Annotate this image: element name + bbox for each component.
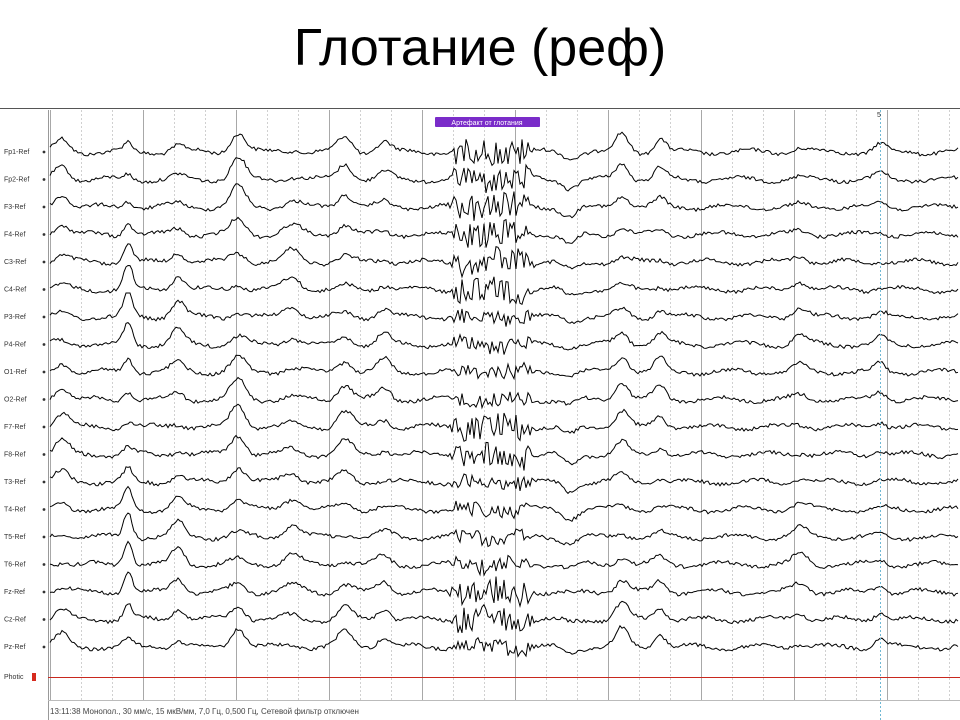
channel-label-dot xyxy=(42,178,46,181)
eeg-trace-t4-ref xyxy=(49,485,959,522)
eeg-trace-p4-ref xyxy=(49,322,959,355)
eeg-trace-f4-ref xyxy=(49,216,959,248)
eeg-trace-f3-ref xyxy=(49,183,959,221)
channel-label[interactable]: T4-Ref xyxy=(4,507,25,514)
channel-label[interactable]: T5-Ref xyxy=(4,534,25,541)
status-bar: 13:11:38 Монопол., 30 мм/с, 15 мкВ/мм, 7… xyxy=(48,700,960,716)
channel-label-dot xyxy=(42,398,46,401)
eeg-trace-t5-ref xyxy=(49,512,959,548)
eeg-trace-f7-ref xyxy=(49,403,959,442)
eeg-trace-fz-ref xyxy=(49,571,959,609)
channel-label-dot xyxy=(42,205,46,209)
eeg-trace-o1-ref xyxy=(49,354,959,381)
eeg-trace-t3-ref xyxy=(49,466,959,495)
channel-label-dot xyxy=(42,535,46,539)
photic-indicator xyxy=(32,673,36,681)
channel-label[interactable]: Cz-Ref xyxy=(4,617,26,624)
channel-label[interactable]: P3-Ref xyxy=(4,314,26,321)
eeg-trace-fp1-ref xyxy=(49,131,959,167)
channel-label[interactable]: Fp2-Ref xyxy=(4,177,29,184)
channel-label-dot xyxy=(42,233,46,236)
channel-label[interactable]: F3-Ref xyxy=(4,204,25,211)
channel-label-dot xyxy=(42,563,46,566)
channel-label[interactable]: Fz-Ref xyxy=(4,589,25,596)
channel-label[interactable]: F7-Ref xyxy=(4,424,25,431)
eeg-recording-panel: Fp1-Ref Fp2-Ref F3-Ref F4-Ref C3-Ref C4-Ref P3… xyxy=(0,108,960,720)
event-marker[interactable]: Артефакт от глотания xyxy=(435,117,540,127)
channel-label[interactable]: C4-Ref xyxy=(4,287,26,294)
event-marker-label: Артефакт от глотания xyxy=(451,120,522,127)
channel-label[interactable]: C3-Ref xyxy=(4,259,26,266)
eeg-trace-pz-ref xyxy=(49,624,959,658)
channel-label[interactable]: F8-Ref xyxy=(4,452,25,459)
channel-label-dot xyxy=(42,645,46,649)
channel-label-dot xyxy=(42,315,46,319)
eeg-channel-traces xyxy=(49,131,959,658)
eeg-trace-view: Fp1-Ref Fp2-Ref F3-Ref F4-Ref C3-Ref C4-Ref P3… xyxy=(0,108,960,720)
eeg-trace-t6-ref xyxy=(49,540,959,577)
channel-label-dot xyxy=(42,260,46,264)
channel-label[interactable]: Pz-Ref xyxy=(4,644,25,651)
eeg-trace-c3-ref xyxy=(49,243,959,279)
eeg-trace-f8-ref xyxy=(49,434,959,471)
eeg-trace-p3-ref xyxy=(49,292,959,327)
channel-label-dot xyxy=(42,425,46,429)
channel-label[interactable]: T6-Ref xyxy=(4,562,25,569)
channel-label-dot xyxy=(42,590,46,594)
eeg-trace-fp2-ref xyxy=(49,157,959,194)
cursor-marker[interactable]: 5 xyxy=(877,110,881,720)
channel-label[interactable]: P4-Ref xyxy=(4,342,26,349)
channel-label-dot xyxy=(42,288,46,291)
slide-title: Глотание (реф) xyxy=(293,19,667,77)
photic-label: Photic xyxy=(4,674,24,681)
channel-label[interactable]: Fp1-Ref xyxy=(4,149,29,156)
eeg-trace-c4-ref xyxy=(49,264,959,306)
channel-label-dot xyxy=(42,508,46,511)
channel-label-dot xyxy=(42,453,46,456)
channel-label-dot xyxy=(42,480,46,484)
channel-label-dot xyxy=(42,343,46,346)
channel-label[interactable]: T3-Ref xyxy=(4,479,25,486)
eeg-trace-cz-ref xyxy=(49,600,959,634)
channel-label[interactable]: O1-Ref xyxy=(4,369,27,376)
status-text: 13:11:38 Монопол., 30 мм/с, 15 мкВ/мм, 7… xyxy=(50,707,359,716)
channel-label[interactable]: F4-Ref xyxy=(4,232,25,239)
channel-label-dot xyxy=(42,618,46,621)
eeg-trace-o2-ref xyxy=(49,376,959,410)
channel-labels: Fp1-Ref Fp2-Ref F3-Ref F4-Ref C3-Ref C4-Ref P3… xyxy=(4,149,46,651)
cursor-marker-label: 5 xyxy=(877,112,881,119)
channel-label[interactable]: O2-Ref xyxy=(4,397,27,404)
channel-label-dot xyxy=(42,150,46,154)
photic-channel: Photic xyxy=(4,673,960,681)
channel-label-dot xyxy=(42,370,46,374)
